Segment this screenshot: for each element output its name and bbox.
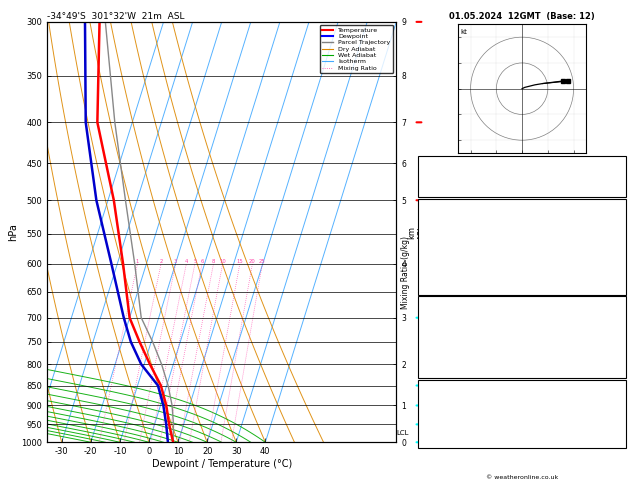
Text: SREH: SREH bbox=[421, 410, 442, 418]
Text: PW (cm): PW (cm) bbox=[421, 186, 454, 195]
Text: CAPE (J): CAPE (J) bbox=[421, 270, 452, 278]
Text: θₑ(K): θₑ(K) bbox=[421, 243, 440, 251]
Text: 13: 13 bbox=[613, 270, 623, 278]
Text: -34°49'S  301°32'W  21m  ASL: -34°49'S 301°32'W 21m ASL bbox=[47, 12, 185, 21]
Text: Most Unstable: Most Unstable bbox=[494, 299, 550, 308]
Text: LCL: LCL bbox=[396, 431, 409, 436]
Text: © weatheronline.co.uk: © weatheronline.co.uk bbox=[486, 475, 558, 480]
Text: 1: 1 bbox=[136, 259, 139, 264]
Text: 8.3: 8.3 bbox=[611, 215, 623, 224]
X-axis label: Dewpoint / Temperature (°C): Dewpoint / Temperature (°C) bbox=[152, 459, 292, 469]
Text: K: K bbox=[421, 159, 426, 168]
Text: 303: 303 bbox=[608, 326, 623, 335]
Text: θₑ (K): θₑ (K) bbox=[421, 326, 443, 335]
Legend: Temperature, Dewpoint, Parcel Trajectory, Dry Adiabat, Wet Adiabat, Isotherm, Mi: Temperature, Dewpoint, Parcel Trajectory… bbox=[320, 25, 393, 73]
Text: kt: kt bbox=[460, 30, 467, 35]
Text: 0: 0 bbox=[618, 353, 623, 362]
Text: 6.5: 6.5 bbox=[611, 229, 623, 238]
Text: Hodograph: Hodograph bbox=[501, 382, 543, 391]
Text: 36: 36 bbox=[613, 437, 623, 446]
Text: 8: 8 bbox=[618, 340, 623, 348]
Text: 15: 15 bbox=[237, 259, 243, 264]
Text: 5: 5 bbox=[193, 259, 196, 264]
Text: Temp (°C): Temp (°C) bbox=[421, 215, 459, 224]
Text: CIN (J): CIN (J) bbox=[421, 367, 445, 376]
Y-axis label: hPa: hPa bbox=[9, 223, 18, 241]
Text: 25: 25 bbox=[259, 259, 265, 264]
Text: 37: 37 bbox=[613, 173, 623, 181]
Text: Lifted Index: Lifted Index bbox=[421, 340, 467, 348]
Text: CAPE (J): CAPE (J) bbox=[421, 353, 452, 362]
Text: Dewp (°C): Dewp (°C) bbox=[421, 229, 460, 238]
Text: 3: 3 bbox=[174, 259, 177, 264]
Text: 18: 18 bbox=[613, 159, 623, 168]
Text: CIN (J): CIN (J) bbox=[421, 283, 445, 292]
Text: 12: 12 bbox=[613, 256, 623, 265]
Text: 20: 20 bbox=[249, 259, 256, 264]
Text: Lifted Index: Lifted Index bbox=[421, 256, 467, 265]
Text: 0: 0 bbox=[618, 367, 623, 376]
Text: EH: EH bbox=[421, 396, 432, 405]
Text: 10: 10 bbox=[220, 259, 226, 264]
Text: 1.93: 1.93 bbox=[606, 186, 623, 195]
Text: 4: 4 bbox=[185, 259, 188, 264]
Text: 750: 750 bbox=[608, 312, 623, 321]
Text: 0: 0 bbox=[618, 283, 623, 292]
Text: Surface: Surface bbox=[508, 202, 537, 210]
Y-axis label: km
ASL: km ASL bbox=[408, 224, 427, 240]
Text: 6: 6 bbox=[200, 259, 204, 264]
Text: StmSpd (kt): StmSpd (kt) bbox=[421, 437, 467, 446]
Text: Pressure (mb): Pressure (mb) bbox=[421, 312, 475, 321]
Text: 304°: 304° bbox=[604, 423, 623, 432]
Text: 01.05.2024  12GMT  (Base: 12): 01.05.2024 12GMT (Base: 12) bbox=[449, 12, 595, 21]
Text: -44: -44 bbox=[610, 410, 623, 418]
Text: 79: 79 bbox=[613, 396, 623, 405]
Text: 2: 2 bbox=[159, 259, 163, 264]
Text: 296: 296 bbox=[608, 243, 623, 251]
Text: Totals Totals: Totals Totals bbox=[421, 173, 468, 181]
Text: StmDir: StmDir bbox=[421, 423, 448, 432]
Text: 8: 8 bbox=[212, 259, 215, 264]
Text: Mixing Ratio (g/kg): Mixing Ratio (g/kg) bbox=[401, 236, 410, 309]
